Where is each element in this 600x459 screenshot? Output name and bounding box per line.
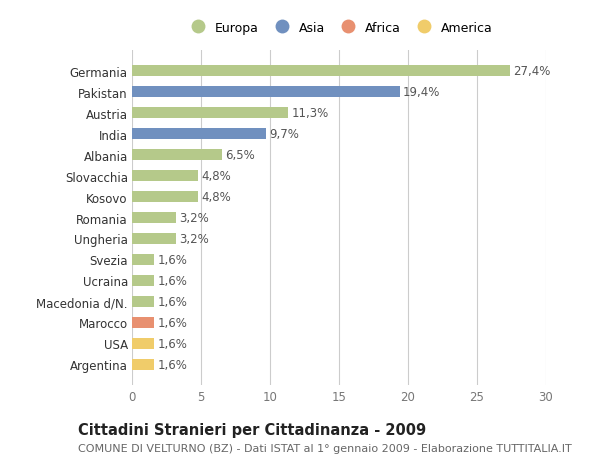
Text: 1,6%: 1,6% [158,337,187,350]
Text: 4,8%: 4,8% [202,170,232,183]
Text: 19,4%: 19,4% [403,86,440,99]
Bar [132,254,154,266]
Text: 3,2%: 3,2% [179,212,209,224]
Legend: Europa, Asia, Africa, America: Europa, Asia, Africa, America [180,17,498,39]
Bar [132,150,222,161]
Text: 1,6%: 1,6% [158,316,187,329]
Text: 1,6%: 1,6% [158,358,187,371]
Bar [132,170,198,182]
Text: 6,5%: 6,5% [225,149,255,162]
Bar [132,338,154,349]
Bar [132,275,154,286]
Bar [132,212,176,224]
Bar [132,296,154,308]
Bar [132,87,400,98]
Text: 1,6%: 1,6% [158,274,187,287]
Bar [132,233,176,245]
Text: 11,3%: 11,3% [292,107,329,120]
Text: 9,7%: 9,7% [269,128,299,141]
Bar [132,191,198,203]
Bar [132,317,154,329]
Text: 4,8%: 4,8% [202,190,232,204]
Text: 1,6%: 1,6% [158,253,187,266]
Text: 3,2%: 3,2% [179,232,209,246]
Bar [132,107,288,119]
Text: COMUNE DI VELTURNO (BZ) - Dati ISTAT al 1° gennaio 2009 - Elaborazione TUTTITALI: COMUNE DI VELTURNO (BZ) - Dati ISTAT al … [78,443,572,453]
Text: 27,4%: 27,4% [514,65,551,78]
Bar [132,66,510,77]
Text: Cittadini Stranieri per Cittadinanza - 2009: Cittadini Stranieri per Cittadinanza - 2… [78,422,426,437]
Bar [132,129,266,140]
Bar [132,359,154,370]
Text: 1,6%: 1,6% [158,295,187,308]
